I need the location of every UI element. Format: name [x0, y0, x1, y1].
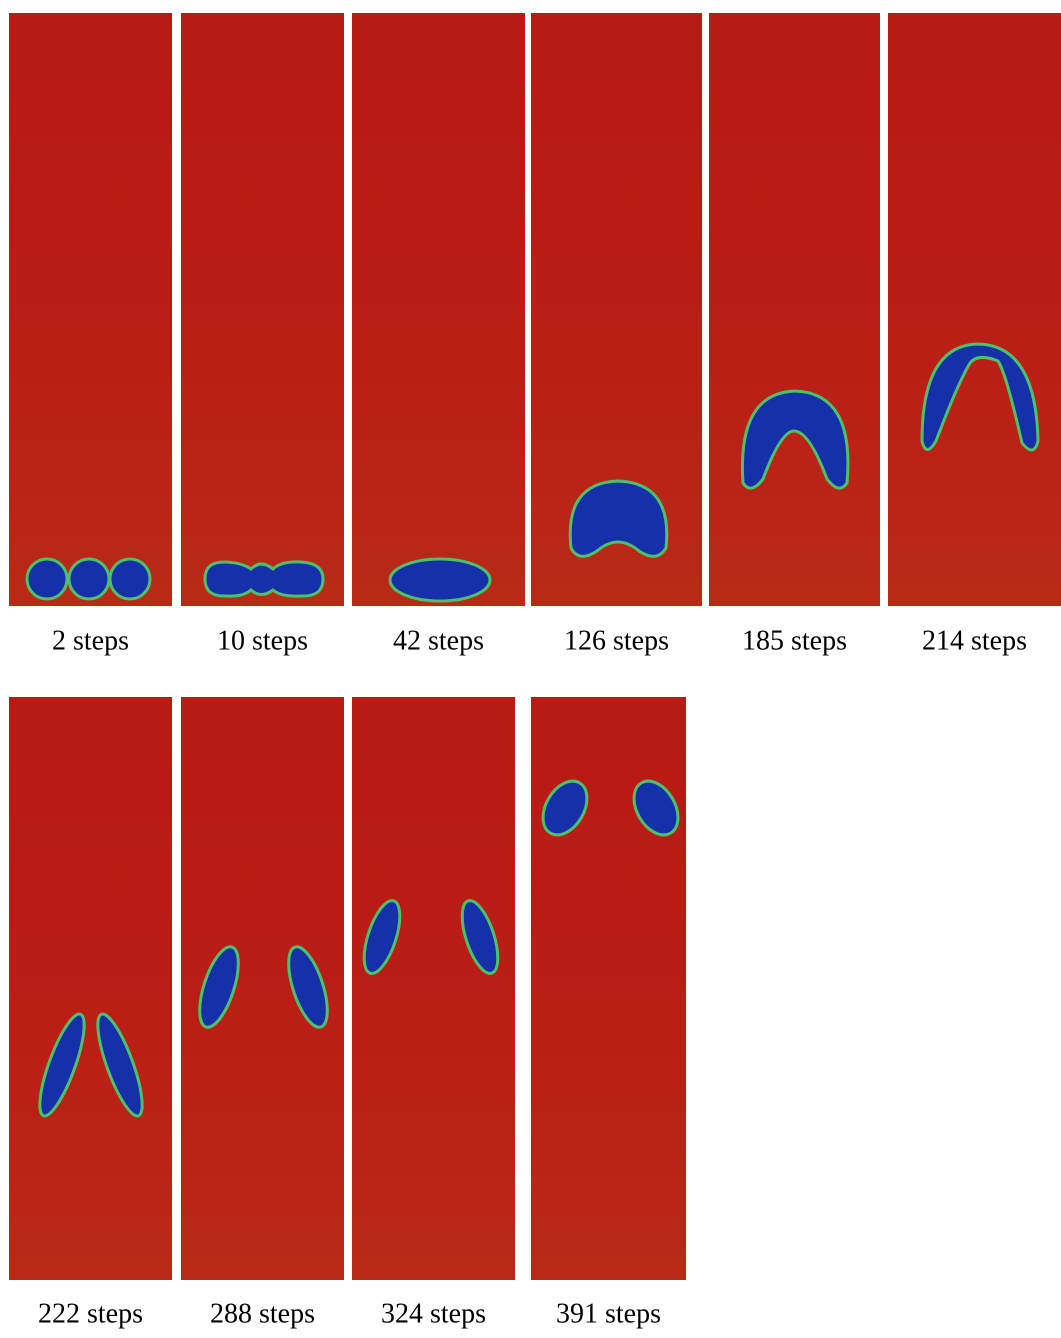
- panel: [531, 697, 687, 1280]
- panel-caption: 42 steps: [393, 625, 484, 656]
- panel-field: [9, 13, 172, 606]
- droplet: [110, 559, 150, 599]
- panel: [352, 697, 515, 1280]
- panel-caption: 391 steps: [556, 1298, 661, 1329]
- panel-field: [352, 697, 515, 1280]
- panel: [9, 697, 172, 1280]
- panel-caption: 324 steps: [381, 1298, 486, 1329]
- panel-field: [352, 13, 525, 606]
- panel-field: [531, 697, 686, 1280]
- panel: [352, 13, 525, 606]
- panel: [888, 13, 1061, 606]
- panel-caption: 214 steps: [922, 625, 1027, 656]
- droplet: [27, 559, 67, 599]
- panel-caption: 2 steps: [52, 625, 129, 656]
- droplet: [205, 562, 323, 596]
- panel: [181, 697, 344, 1280]
- panel-field: [709, 13, 880, 606]
- panel-caption: 10 steps: [217, 625, 308, 656]
- panel: [709, 13, 880, 606]
- droplet: [390, 559, 490, 601]
- panel-field: [888, 13, 1061, 606]
- panel-caption: 288 steps: [210, 1298, 315, 1329]
- panel: [181, 13, 344, 606]
- panel: [531, 13, 702, 606]
- panel: [9, 13, 172, 606]
- panel-caption: 126 steps: [564, 625, 669, 656]
- panel-field: [181, 13, 344, 606]
- panel-caption: 185 steps: [742, 625, 847, 656]
- panel-field: [9, 697, 172, 1280]
- figure: 2 steps 10 steps 42 steps 126 steps 185 step…: [0, 0, 1061, 1338]
- panel-caption: 222 steps: [38, 1298, 143, 1329]
- droplet: [69, 559, 109, 599]
